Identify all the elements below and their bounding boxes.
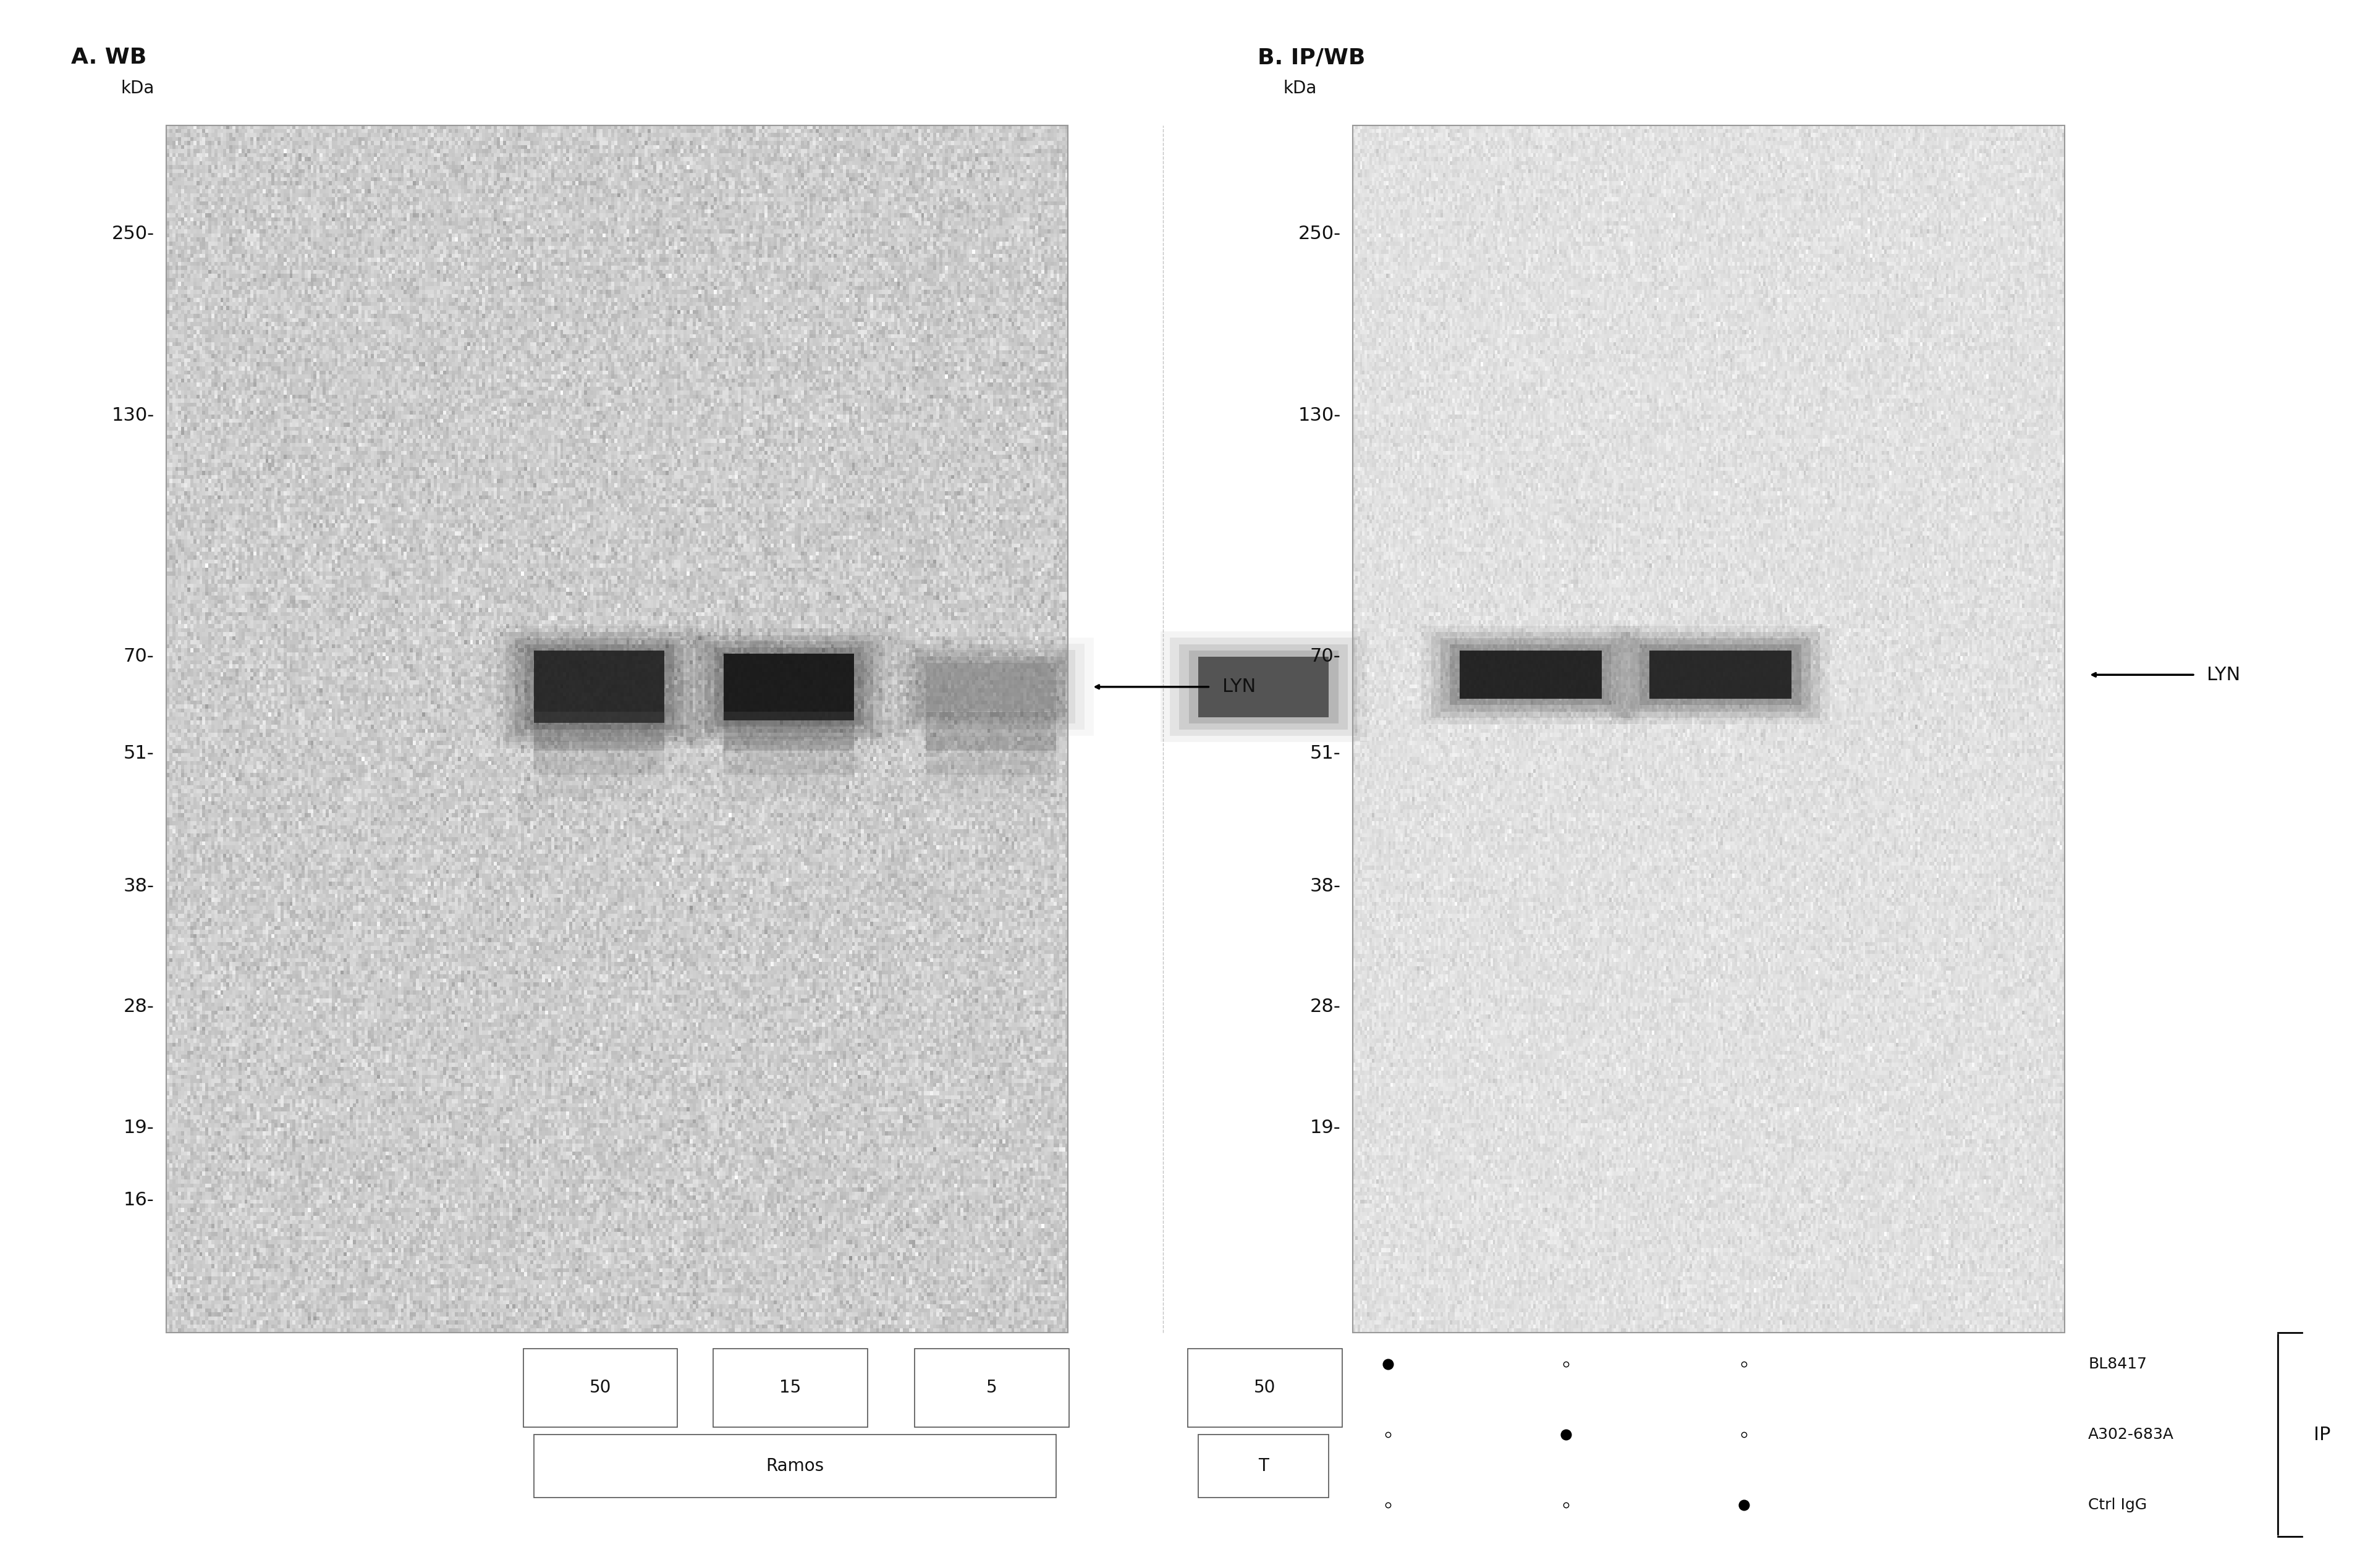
- Text: 5: 5: [987, 1378, 997, 1397]
- Bar: [925, 712, 1056, 751]
- Text: 28-: 28-: [1310, 997, 1341, 1016]
- Text: T: T: [1258, 1457, 1270, 1475]
- Bar: [906, 651, 1075, 723]
- Bar: [1353, 125, 2065, 1333]
- Bar: [724, 760, 854, 800]
- Bar: [1198, 1435, 1329, 1497]
- Text: LYN: LYN: [1222, 677, 1255, 696]
- Bar: [1640, 644, 1801, 706]
- Bar: [705, 641, 873, 732]
- Text: IP: IP: [2314, 1425, 2330, 1444]
- Text: BL8417: BL8417: [2088, 1356, 2148, 1372]
- Text: B. IP/WB: B. IP/WB: [1258, 47, 1364, 67]
- Bar: [712, 1348, 869, 1427]
- Text: 19-: 19-: [1310, 1118, 1341, 1137]
- Bar: [916, 657, 1065, 717]
- Bar: [1450, 644, 1611, 706]
- Bar: [1421, 626, 1640, 724]
- Bar: [1189, 1348, 1343, 1427]
- Text: 51-: 51-: [123, 745, 154, 762]
- Bar: [534, 760, 664, 800]
- Text: 19-: 19-: [123, 1118, 154, 1137]
- Bar: [1630, 638, 1811, 712]
- Text: 15: 15: [778, 1378, 802, 1397]
- Bar: [695, 635, 883, 739]
- Bar: [724, 712, 854, 751]
- Bar: [1621, 632, 1820, 718]
- Bar: [1179, 644, 1348, 729]
- Bar: [1440, 638, 1621, 712]
- Bar: [524, 644, 674, 729]
- Bar: [534, 1435, 1056, 1497]
- Text: A. WB: A. WB: [71, 47, 147, 67]
- Bar: [166, 125, 1068, 1333]
- Bar: [714, 648, 864, 726]
- Bar: [925, 735, 1056, 775]
- Bar: [1170, 638, 1357, 735]
- Text: 16-: 16-: [123, 1192, 154, 1209]
- Text: 70-: 70-: [123, 648, 154, 666]
- Text: 38-: 38-: [123, 877, 154, 895]
- Bar: [1198, 657, 1329, 717]
- Bar: [496, 626, 702, 748]
- Bar: [888, 638, 1094, 735]
- Bar: [916, 1348, 1068, 1427]
- Bar: [925, 760, 1056, 800]
- Bar: [897, 644, 1084, 729]
- Text: 28-: 28-: [123, 997, 154, 1016]
- Bar: [1160, 632, 1367, 742]
- Bar: [505, 632, 693, 742]
- Text: 130-: 130-: [1298, 406, 1341, 425]
- Text: A302-683A: A302-683A: [2088, 1427, 2174, 1443]
- Bar: [1611, 626, 1830, 724]
- Bar: [1649, 651, 1792, 699]
- Bar: [534, 651, 664, 723]
- Bar: [1459, 651, 1602, 699]
- Text: 38-: 38-: [1310, 877, 1341, 895]
- Bar: [724, 735, 854, 775]
- Text: Ramos: Ramos: [766, 1457, 823, 1475]
- Bar: [534, 712, 664, 751]
- Text: 50: 50: [589, 1378, 612, 1397]
- Bar: [686, 629, 892, 745]
- Text: 250-: 250-: [1298, 226, 1341, 243]
- Bar: [724, 654, 854, 720]
- Bar: [1431, 632, 1630, 718]
- Text: LYN: LYN: [2207, 666, 2240, 684]
- Text: kDa: kDa: [121, 80, 154, 97]
- Bar: [925, 663, 1056, 710]
- Text: 250-: 250-: [112, 226, 154, 243]
- Text: 130-: 130-: [112, 406, 154, 425]
- Bar: [534, 735, 664, 775]
- Text: kDa: kDa: [1284, 80, 1317, 97]
- Text: 50: 50: [1253, 1378, 1277, 1397]
- Bar: [515, 638, 683, 735]
- Text: Ctrl IgG: Ctrl IgG: [2088, 1497, 2148, 1513]
- Text: 51-: 51-: [1310, 745, 1341, 762]
- Bar: [522, 1348, 679, 1427]
- Text: 70-: 70-: [1310, 648, 1341, 666]
- Bar: [1189, 651, 1338, 723]
